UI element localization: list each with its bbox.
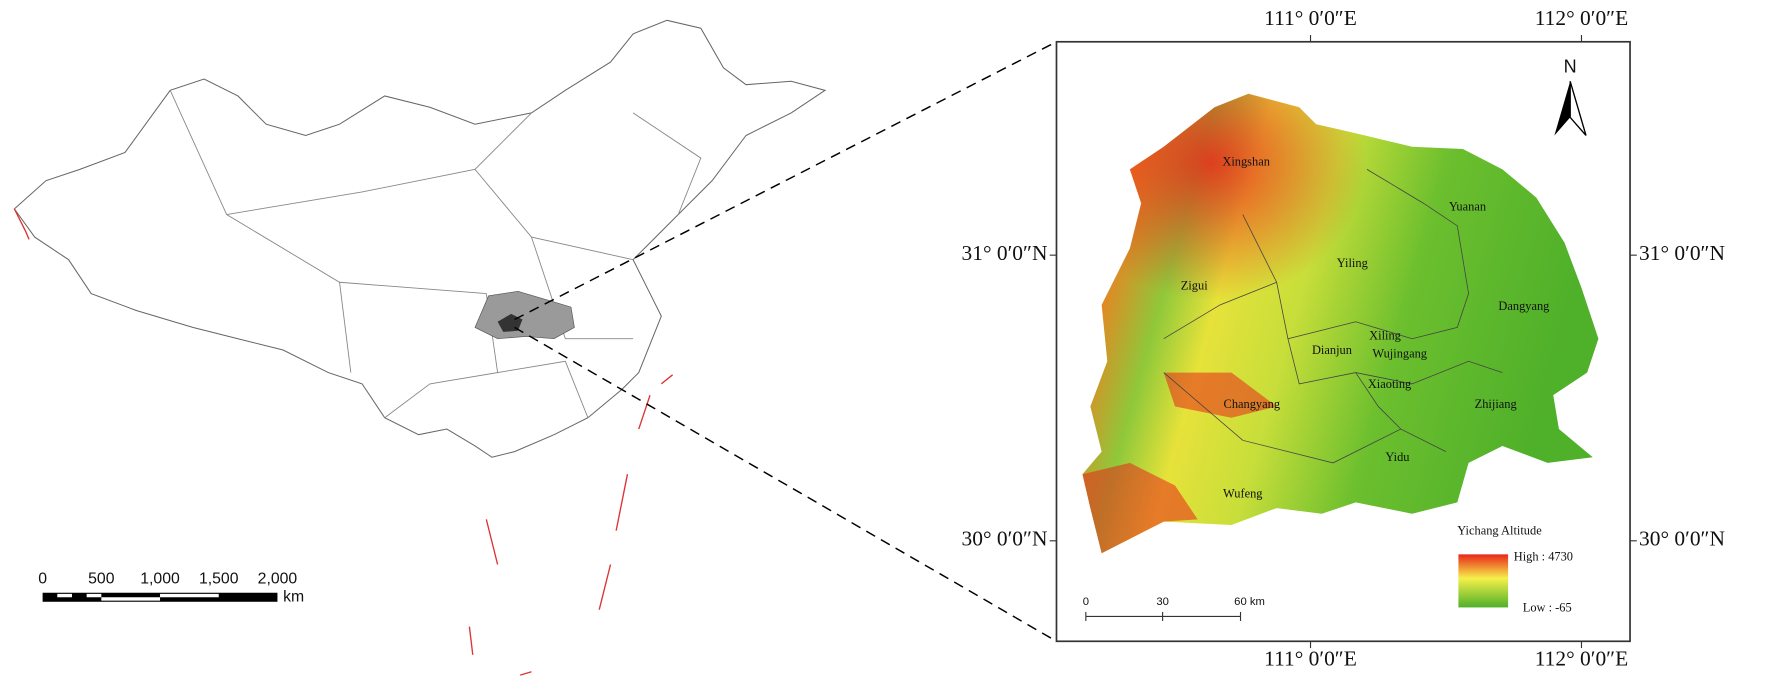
scale-label: 2,000 <box>258 570 298 587</box>
legend-high: High : 4730 <box>1514 550 1573 564</box>
detail-scale-bar <box>1085 611 1242 621</box>
legend-title: Yichang Altitude <box>1457 524 1542 538</box>
islands <box>13 208 674 676</box>
place-label: Dianjun <box>1312 343 1353 357</box>
place-label: Wufeng <box>1223 486 1262 500</box>
province-borders <box>169 90 702 419</box>
north-arrow: N <box>1554 57 1587 136</box>
district-borders <box>1163 169 1503 464</box>
place-label: Yuanan <box>1449 200 1487 214</box>
place-label: Xiaoting <box>1368 377 1411 391</box>
zoom-line <box>514 326 1057 642</box>
scale-segment <box>160 593 219 598</box>
north-label: N <box>1564 57 1577 77</box>
north-arrow-shape <box>1554 81 1571 136</box>
scale-label: 0 <box>38 570 47 587</box>
scale-label: 1,500 <box>199 570 239 587</box>
place-label: Zigui <box>1181 279 1208 293</box>
lon-label: 111° 0′0″E <box>1264 646 1357 670</box>
scale-label: 60 km <box>1234 596 1265 608</box>
overview-scale-bar: 0 500 1,000 1,500 2,000 km <box>38 570 304 605</box>
lat-label: 30° 0′0″N <box>1639 527 1725 551</box>
legend-ramp <box>1458 554 1509 608</box>
region-peaks <box>1082 372 1277 554</box>
scale-label: 30 <box>1156 596 1169 608</box>
region-peaks <box>1082 93 1599 554</box>
lat-label: 31° 0′0″N <box>1639 241 1725 265</box>
place-label: Dangyang <box>1498 299 1549 313</box>
lon-label: 111° 0′0″E <box>1264 6 1357 30</box>
lat-label: 31° 0′0″N <box>962 241 1048 265</box>
lat-label: 30° 0′0″N <box>962 527 1048 551</box>
north-arrow-shape <box>1569 81 1587 136</box>
legend: Yichang Altitude High : 4730 Low : -65 <box>1457 524 1573 615</box>
lon-label: 112° 0′0″E <box>1535 646 1628 670</box>
yichang-relief <box>1082 93 1599 554</box>
zoom-line <box>514 41 1057 321</box>
scale-label: 1,000 <box>140 570 180 587</box>
place-label: Changyang <box>1224 397 1281 411</box>
place-label: Wujingang <box>1372 346 1427 360</box>
scale-segment <box>57 593 72 598</box>
place-label: Zhijiang <box>1475 397 1517 411</box>
scale-label: 0 <box>1083 596 1089 608</box>
scale-unit: km <box>283 588 304 605</box>
place-label: Yidu <box>1385 450 1409 464</box>
place-label: Xingshan <box>1222 154 1270 168</box>
china-outline <box>13 19 827 458</box>
china-map <box>13 19 827 676</box>
place-label: Yiling <box>1337 256 1368 270</box>
place-labels: Xingshan Yuanan Yiling Zigui Dangyang Xi… <box>1181 154 1550 500</box>
legend-low: Low : -65 <box>1523 600 1572 614</box>
graticule-ticks <box>1049 35 1637 649</box>
scale-label: 500 <box>88 570 115 587</box>
lon-label: 112° 0′0″E <box>1535 6 1628 30</box>
place-label: Xiling <box>1369 328 1401 342</box>
scale-segment <box>86 593 102 598</box>
hubei <box>474 290 575 340</box>
scale-segment <box>101 597 161 601</box>
